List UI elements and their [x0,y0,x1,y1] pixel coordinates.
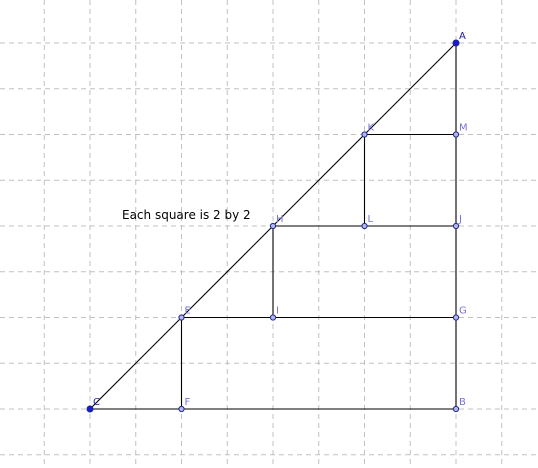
point-label-g: G [459,306,467,317]
point-l[interactable] [362,223,367,228]
point-label-l: L [368,214,374,225]
point-g[interactable] [453,315,458,320]
point-label-b: B [459,397,466,408]
point-label-i: I [276,306,279,317]
point-b[interactable] [453,406,458,411]
point-h[interactable] [270,223,275,228]
point-k[interactable] [362,132,367,137]
point-label-a: A [459,31,466,42]
point-label-c: C [93,397,100,408]
point-label-f: F [185,397,191,408]
point-j[interactable] [453,223,458,228]
point-label-m: M [459,123,468,134]
scale-note: Each square is 2 by 2 [122,208,251,222]
point-e[interactable] [179,315,184,320]
point-m[interactable] [453,132,458,137]
point-label-k: K [368,123,375,134]
point-f[interactable] [179,406,184,411]
point-label-e: E [185,306,191,317]
point-i[interactable] [270,315,275,320]
point-label-h: H [276,214,284,225]
point-label-j: J [458,214,462,225]
